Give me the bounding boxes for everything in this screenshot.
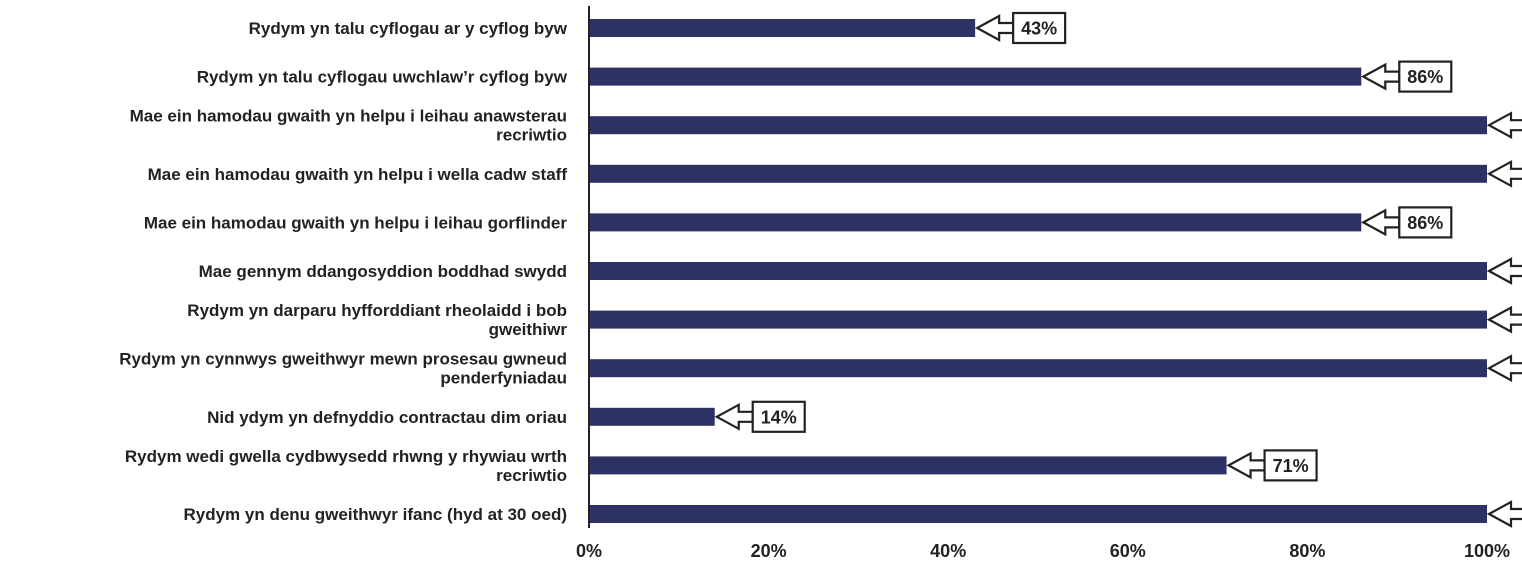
category-label: Mae gennym ddangosyddion boddhad swydd [199, 262, 567, 281]
x-tick-label: 60% [1110, 541, 1146, 561]
callout-box [1012, 11, 1067, 45]
bars-layer [589, 19, 1487, 523]
bar [589, 116, 1487, 135]
category-labels: Rydym yn talu cyflogau ar y cyflog byw Ry… [119, 19, 568, 524]
callout-arrow-icon [1360, 62, 1401, 91]
category-label: Rydym yn denu gweithwyr ifanc (hyd at 30… [183, 505, 567, 524]
bar [589, 407, 715, 426]
category-label: Rydym yn darparu hyfforddiant rheolaidd … [187, 301, 567, 320]
callout-arrow-icon [1486, 500, 1522, 528]
data-label-callout: 100% [1486, 305, 1522, 334]
bar [589, 262, 1487, 280]
category-label: gweithiwr [489, 320, 568, 339]
callout-arrow-icon [974, 14, 1015, 42]
bar [589, 213, 1362, 232]
bar [589, 67, 1362, 86]
callout-box [1263, 449, 1318, 482]
category-label: Mae ein hamodau gwaith yn helpu i wella … [148, 165, 568, 184]
x-tick-label: 0% [576, 541, 602, 561]
callout-arrow-icon [1486, 354, 1522, 383]
category-label: penderfyniadau [440, 369, 567, 388]
x-tick-label: 80% [1289, 541, 1325, 561]
bar [589, 164, 1487, 183]
bar [589, 19, 976, 37]
x-tick-label: 100% [1464, 541, 1510, 561]
data-label-callouts: 43% 86% 100% 100% 86% 100% 100% 100% 14% 71% 100% [714, 11, 1522, 528]
category-label: recriwtio [496, 466, 567, 485]
bar [589, 505, 1487, 523]
data-label-callout: 86% [1360, 60, 1453, 93]
category-label: recriwtio [496, 126, 567, 145]
bar [589, 456, 1227, 475]
category-label: Rydym wedi gwella cydbwysedd rhwng y rhy… [125, 447, 567, 466]
data-label: 86% [1407, 213, 1443, 233]
bar [589, 310, 1487, 329]
category-label: Mae ein hamodau gwaith yn helpu i leihau… [130, 107, 567, 126]
x-tick-label: 20% [751, 541, 787, 561]
callout-box [1398, 60, 1453, 93]
category-label: Mae ein hamodau gwaith yn helpu i leihau… [144, 213, 568, 232]
bar [589, 359, 1487, 378]
callout-arrow-icon [1486, 305, 1522, 334]
callout-arrow-icon [1486, 111, 1522, 140]
data-label-callout: 100% [1486, 111, 1522, 140]
callout-arrow-icon [714, 402, 754, 431]
data-label-callout: 71% [1226, 449, 1318, 482]
data-label-callout: 86% [1360, 206, 1453, 239]
category-label: Rydym yn talu cyflogau ar y cyflog byw [249, 19, 568, 38]
callout-arrow-icon [1486, 159, 1522, 188]
data-label: 14% [761, 407, 797, 427]
x-axis-ticks: 0% 20% 40% 60% 80% 100% [576, 541, 1510, 561]
category-label: Nid ydym yn defnyddio contractau dim ori… [207, 408, 567, 427]
data-label-callout: 43% [974, 11, 1067, 45]
callout-arrow-icon [1360, 208, 1401, 237]
data-label: 86% [1407, 67, 1443, 87]
x-tick-label: 40% [930, 541, 966, 561]
data-label-callout: 14% [714, 400, 806, 433]
data-label: 71% [1273, 456, 1309, 476]
data-label-callout: 100% [1486, 354, 1522, 383]
callout-box [1398, 206, 1453, 239]
category-label: Rydym yn talu cyflogau uwchlaw’r cyflog … [197, 68, 568, 87]
data-label-callout: 100% [1486, 159, 1522, 188]
data-label: 43% [1021, 19, 1057, 39]
callout-arrow-icon [1226, 451, 1266, 480]
data-label-callout: 100% [1486, 257, 1522, 285]
category-label: Rydym yn cynnwys gweithwyr mewn prosesau… [119, 350, 567, 369]
callout-box [751, 400, 806, 433]
callout-arrow-icon [1486, 257, 1522, 285]
data-label-callout: 100% [1486, 500, 1522, 528]
